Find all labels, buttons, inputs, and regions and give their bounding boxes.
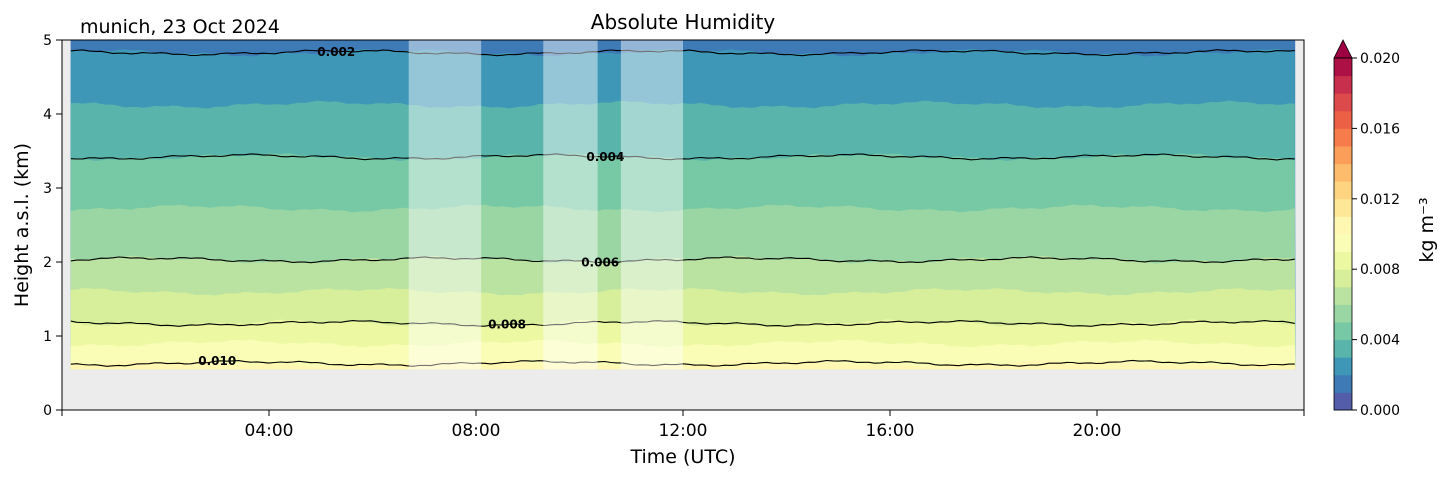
y-tick-label: 0 (43, 403, 52, 419)
humidity-bands (70, 40, 1296, 370)
colorbar-segment (1334, 128, 1352, 147)
contour-label: 0.006 (581, 255, 619, 269)
colorbar-segment (1334, 251, 1352, 270)
colorbar-segment (1334, 146, 1352, 165)
colorbar-label: kg m⁻³ (1416, 197, 1438, 262)
contour-labels: 0.002 0.004 0.006 0.008 0.010 (198, 45, 624, 368)
missing-data-period (408, 40, 482, 370)
contour-line (70, 153, 1295, 161)
colorbar-segment (1334, 93, 1352, 112)
plot-area (62, 40, 1304, 410)
missing-data-period (620, 40, 683, 370)
colorbar-segment (1334, 234, 1352, 253)
colorbar-segment (1334, 269, 1352, 288)
colorbar-segment (1334, 163, 1352, 182)
y-tick-label: 2 (43, 255, 52, 271)
colorbar-tick-label: 0.008 (1360, 262, 1400, 278)
y-axis-ticks: 0 1 2 3 4 5 (43, 33, 62, 419)
contour-label: 0.004 (586, 150, 624, 164)
colorbar-tick-label: 0.000 (1360, 403, 1400, 419)
contour-line (70, 359, 1295, 367)
colorbar-segment (1334, 75, 1352, 94)
colorbar-tick-label: 0.016 (1360, 121, 1400, 137)
y-tick-label: 1 (43, 329, 52, 345)
humidity-band (70, 359, 1296, 370)
contour-label: 0.010 (198, 354, 236, 368)
colorbar-tick-label: 0.020 (1360, 51, 1400, 67)
colorbar-segment (1334, 304, 1352, 323)
y-axis-label: Height a.s.l. (km) (11, 143, 33, 307)
x-tick-label: 08:00 (452, 421, 501, 441)
colorbar (1333, 39, 1353, 411)
colorbar-segment (1334, 322, 1352, 341)
colorbar-segment (1334, 339, 1352, 358)
contour-lines (70, 49, 1295, 367)
contour-line (70, 320, 1295, 327)
x-tick-label: 16:00 (866, 421, 915, 441)
contour-label: 0.008 (488, 318, 526, 332)
x-tick-label: 04:00 (245, 421, 294, 441)
chart-title: Absolute Humidity (591, 10, 776, 34)
y-tick-label: 4 (43, 107, 52, 123)
colorbar-frame (1333, 57, 1353, 411)
colorbar-segment (1334, 198, 1352, 217)
colorbar-segment (1334, 58, 1352, 77)
contour-line (70, 49, 1295, 57)
y-tick-label: 5 (43, 33, 52, 49)
contour-label: 0.002 (317, 45, 355, 59)
missing-data-period (543, 40, 598, 370)
y-tick-label: 3 (43, 181, 52, 197)
colorbar-tick-label: 0.012 (1360, 192, 1400, 208)
x-axis-label: Time (UTC) (629, 446, 735, 468)
colorbar-ticks: 0.000 0.004 0.008 0.012 0.016 0.020 (1352, 51, 1400, 419)
missing-data-overlays (408, 40, 683, 370)
colorbar-tick-label: 0.004 (1360, 333, 1400, 349)
x-tick-label: 12:00 (659, 421, 708, 441)
colorbar-segment (1334, 374, 1352, 393)
x-axis-ticks: 04:00 08:00 12:00 16:00 20:00 (61, 410, 1305, 441)
x-tick-label: 20:00 (1073, 421, 1122, 441)
colorbar-segment (1334, 392, 1352, 411)
colorbar-segment (1334, 216, 1352, 235)
colorbar-segment (1334, 286, 1352, 305)
location-date-label: munich, 23 Oct 2024 (80, 16, 280, 38)
humidity-band (70, 339, 1296, 370)
contour-line (70, 256, 1295, 264)
colorbar-extend-arrow (1333, 39, 1353, 59)
colorbar-segment (1334, 181, 1352, 200)
colorbar-segment (1334, 357, 1352, 376)
colorbar-segment (1334, 110, 1352, 129)
